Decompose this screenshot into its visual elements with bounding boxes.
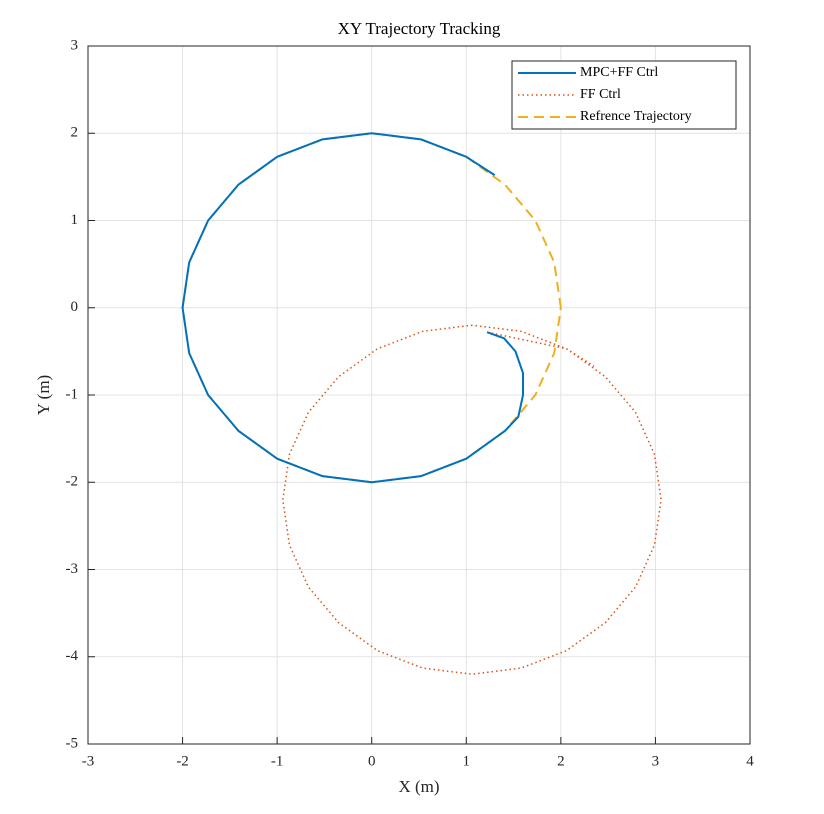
series-line xyxy=(181,132,525,484)
x-tick-label: -3 xyxy=(82,753,95,769)
x-tick-label: -1 xyxy=(271,753,284,769)
y-tick-label: 1 xyxy=(71,212,79,228)
y-tick-label: -4 xyxy=(66,648,79,664)
axes-box xyxy=(87,45,751,745)
legend-label: MPC+FF Ctrl xyxy=(580,65,658,80)
y-tick-label: -3 xyxy=(66,561,79,577)
y-tick-label: 0 xyxy=(71,299,79,315)
y-axis-label: Y (m) xyxy=(34,375,53,415)
legend: MPC+FF Ctrl FF Ctrl Refrence Trajectory xyxy=(511,60,737,130)
y-tick-label: 3 xyxy=(71,37,79,53)
x-axis-label: X (m) xyxy=(398,777,439,796)
x-tick-label: 1 xyxy=(463,753,471,769)
y-tick-label: -5 xyxy=(66,735,79,751)
y-tick-label: -1 xyxy=(66,386,79,402)
x-tick-label: 4 xyxy=(746,753,754,769)
x-tick-label: 3 xyxy=(652,753,660,769)
series-line xyxy=(282,324,662,675)
x-tick-label: 2 xyxy=(557,753,565,769)
legend-label: FF Ctrl xyxy=(580,87,621,102)
legend-label: Refrence Trajectory xyxy=(580,109,692,124)
y-tick-label: 2 xyxy=(71,125,79,141)
y-tick-label: -2 xyxy=(66,474,79,490)
chart-title: XY Trajectory Tracking xyxy=(338,19,501,38)
x-tick-label: -2 xyxy=(176,753,189,769)
x-tick-label: 0 xyxy=(368,753,376,769)
